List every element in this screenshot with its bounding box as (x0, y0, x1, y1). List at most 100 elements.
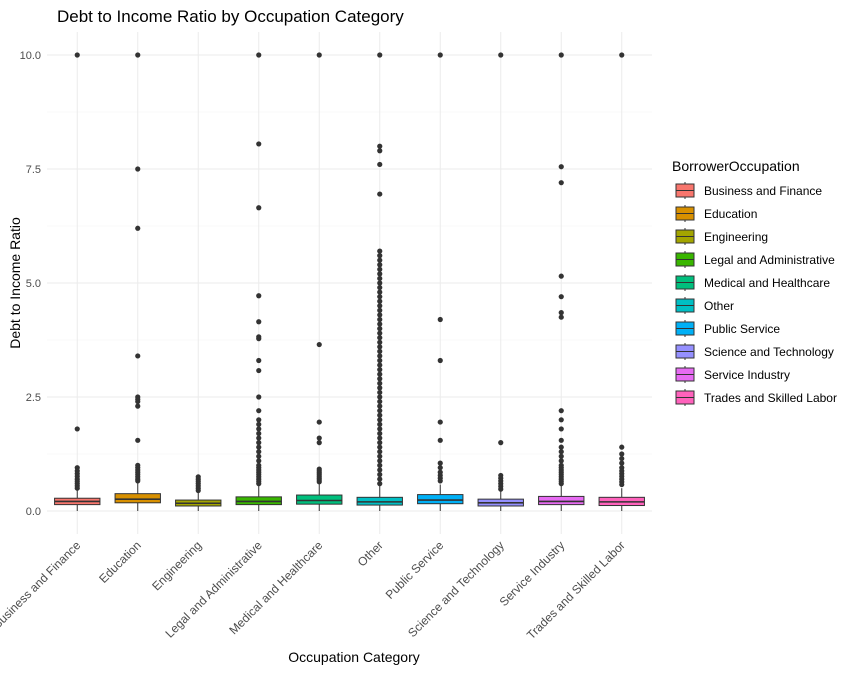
box-body (538, 495, 585, 506)
outlier-point (558, 453, 564, 459)
outlier-point (377, 403, 383, 409)
outlier-point (377, 289, 383, 295)
x-tick-label: Trades and Skilled Labor (524, 538, 628, 642)
outlier-point (135, 166, 141, 172)
legend-label: Education (704, 207, 757, 221)
outlier-point (377, 376, 383, 382)
outlier-point (377, 435, 383, 441)
outlier-point (377, 467, 383, 473)
outlier-point (256, 319, 262, 325)
outlier-point (377, 353, 383, 359)
outlier-point (377, 248, 383, 254)
outlier-point (377, 191, 383, 197)
outlier-point (377, 307, 383, 313)
outlier-point (256, 421, 262, 427)
legend-label: Other (704, 299, 734, 313)
box-8 (477, 52, 524, 511)
box-1 (54, 52, 101, 511)
outlier-point (377, 303, 383, 309)
outlier-point (437, 465, 443, 471)
outlier-point (135, 398, 141, 405)
outlier-point (316, 479, 322, 485)
outlier-point (377, 148, 383, 154)
outlier-point (316, 341, 322, 348)
outlier-point (195, 487, 201, 494)
legend-item: Education (675, 205, 757, 222)
outlier-point (256, 426, 262, 432)
outlier-point (135, 437, 141, 443)
outlier-point (256, 435, 262, 441)
outlier-point (377, 143, 383, 149)
outlier-point (558, 52, 564, 58)
outlier-point (377, 312, 383, 318)
box-body (296, 494, 343, 505)
legend-item: Trades and Skilled Labor (675, 389, 837, 406)
outlier-point (377, 440, 383, 446)
y-axis-title: Debt to Income Ratio (7, 217, 23, 349)
outlier-point (558, 417, 564, 423)
y-tick-label: 10.0 (20, 50, 41, 62)
outlier-point (377, 385, 383, 391)
box-body (417, 494, 464, 505)
legend-item: Business and Finance (675, 182, 822, 199)
outlier-point (377, 275, 383, 282)
x-tick-label: Other (355, 538, 386, 569)
outlier-point (256, 293, 262, 299)
chart-title: Debt to Income Ratio by Occupation Categ… (57, 7, 404, 26)
x-axis-title: Occupation Category (288, 649, 420, 665)
x-tick-label: Education (96, 538, 144, 586)
outlier-point (135, 52, 141, 58)
box-6 (356, 52, 403, 511)
outlier-point (377, 335, 383, 341)
outlier-point (498, 440, 504, 446)
outlier-point (377, 284, 383, 291)
outlier-point (377, 408, 383, 414)
box-3 (175, 474, 222, 511)
box-body (114, 493, 161, 504)
outlier-point (135, 403, 141, 409)
outlier-point (256, 336, 262, 342)
outlier-point (558, 294, 564, 300)
outlier-point (558, 314, 564, 320)
outlier-point (619, 52, 625, 58)
outlier-point (619, 460, 625, 466)
outlier-point (377, 462, 383, 468)
y-axis: 0.0 2.5 5.0 7.5 10.0 (20, 50, 41, 518)
box-4 (235, 52, 282, 511)
legend-label: Engineering (704, 230, 768, 244)
outlier-point (377, 339, 383, 345)
outlier-point (256, 357, 262, 364)
outlier-point (558, 180, 564, 186)
outlier-point (256, 449, 262, 455)
outlier-point (377, 253, 383, 259)
legend-label: Legal and Administrative (704, 253, 835, 267)
outlier-point (377, 161, 383, 168)
outlier-point (377, 476, 383, 482)
outlier-point (377, 444, 383, 450)
outlier-point (377, 330, 383, 336)
legend-label: Public Service (704, 322, 780, 336)
legend: BorrowerOccupation Business and Finance E… (672, 158, 837, 406)
y-tick-label: 7.5 (26, 164, 41, 176)
legend-item: Public Service (675, 320, 780, 337)
x-tick-label: Engineering (149, 538, 204, 593)
outlier-point (619, 455, 625, 462)
outlier-point (256, 367, 262, 374)
outlier-point (558, 481, 564, 487)
outlier-point (135, 225, 141, 231)
outlier-point (256, 141, 262, 147)
plot-area (54, 52, 645, 511)
outlier-point (498, 52, 504, 58)
outlier-point (377, 280, 383, 286)
outlier-point (256, 453, 262, 459)
outlier-point (74, 52, 80, 58)
outlier-point (74, 426, 80, 432)
outlier-point (437, 437, 443, 443)
outlier-point (377, 453, 383, 459)
outlier-point (377, 426, 383, 432)
outlier-point (74, 485, 80, 491)
box-5 (296, 52, 343, 511)
outlier-point (377, 321, 383, 327)
outlier-point (437, 52, 443, 58)
